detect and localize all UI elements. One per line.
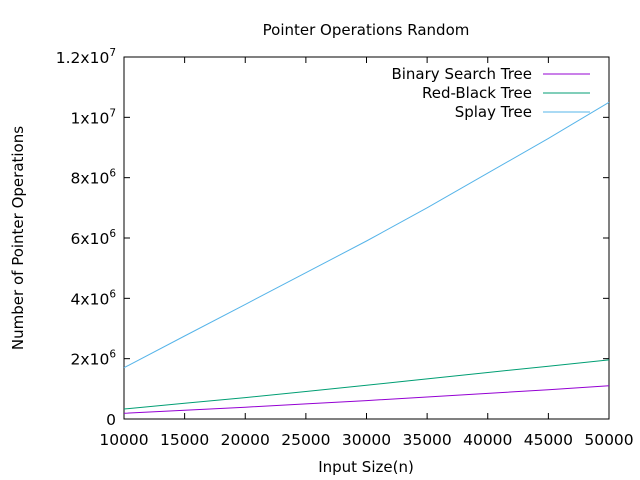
y-tick-label-exponent: 6 [109, 349, 116, 361]
y-tick-label-exponent: 6 [109, 168, 116, 180]
series-line-2 [123, 101, 610, 369]
y-tick-label-base: 6x10 [71, 230, 110, 248]
x-axis: 10000 15000 20000 25000 30000 35000 40000 45000… [99, 57, 634, 449]
y-tick-label: 1.2x107 [56, 47, 116, 67]
plot-area-frame [123, 56, 610, 420]
x-tick-label: 35000 [402, 431, 451, 449]
y-tick-label-base: 8x10 [71, 170, 110, 188]
series-line-1 [123, 359, 610, 410]
series-line-0 [123, 385, 610, 414]
legend-entry-label: Red-Black Tree [422, 84, 532, 102]
y-tick-label-exponent: 6 [109, 228, 116, 240]
y-tick-label-base: 0 [106, 411, 116, 429]
series-lines [123, 101, 610, 414]
x-axis-title: Input Size(n) [318, 458, 414, 476]
y-tick-label-base: 1.2x10 [56, 49, 110, 67]
legend-entry-label: Binary Search Tree [391, 65, 532, 83]
y-tick-label: 6x106 [71, 228, 117, 248]
y-tick-label: 0 [106, 411, 116, 429]
x-tick-label: 20000 [221, 431, 270, 449]
y-tick-label-exponent: 7 [109, 47, 116, 59]
y-tick-label: 4x106 [71, 288, 117, 308]
x-tick-label: 50000 [584, 431, 633, 449]
y-tick-label-exponent: 7 [109, 107, 116, 119]
chart-title: Pointer Operations Random [263, 21, 470, 39]
y-tick-label: 1x107 [71, 107, 116, 127]
y-tick-label-exponent: 6 [109, 288, 116, 300]
x-tick-label: 30000 [342, 431, 391, 449]
y-tick-label: 2x106 [71, 349, 117, 369]
x-tick-label: 45000 [524, 431, 573, 449]
legend-entry-label: Splay Tree [455, 103, 532, 121]
y-axis-title: Number of Pointer Operations [9, 126, 27, 350]
y-tick-label-base: 4x10 [71, 290, 110, 308]
y-tick-label: 8x106 [71, 168, 117, 188]
x-tick-label: 15000 [160, 431, 209, 449]
x-tick-label: 10000 [99, 431, 148, 449]
x-tick-label: 25000 [281, 431, 330, 449]
y-tick-label-base: 2x10 [71, 351, 110, 369]
x-tick-label: 40000 [463, 431, 512, 449]
y-tick-label-base: 1x10 [71, 109, 110, 127]
